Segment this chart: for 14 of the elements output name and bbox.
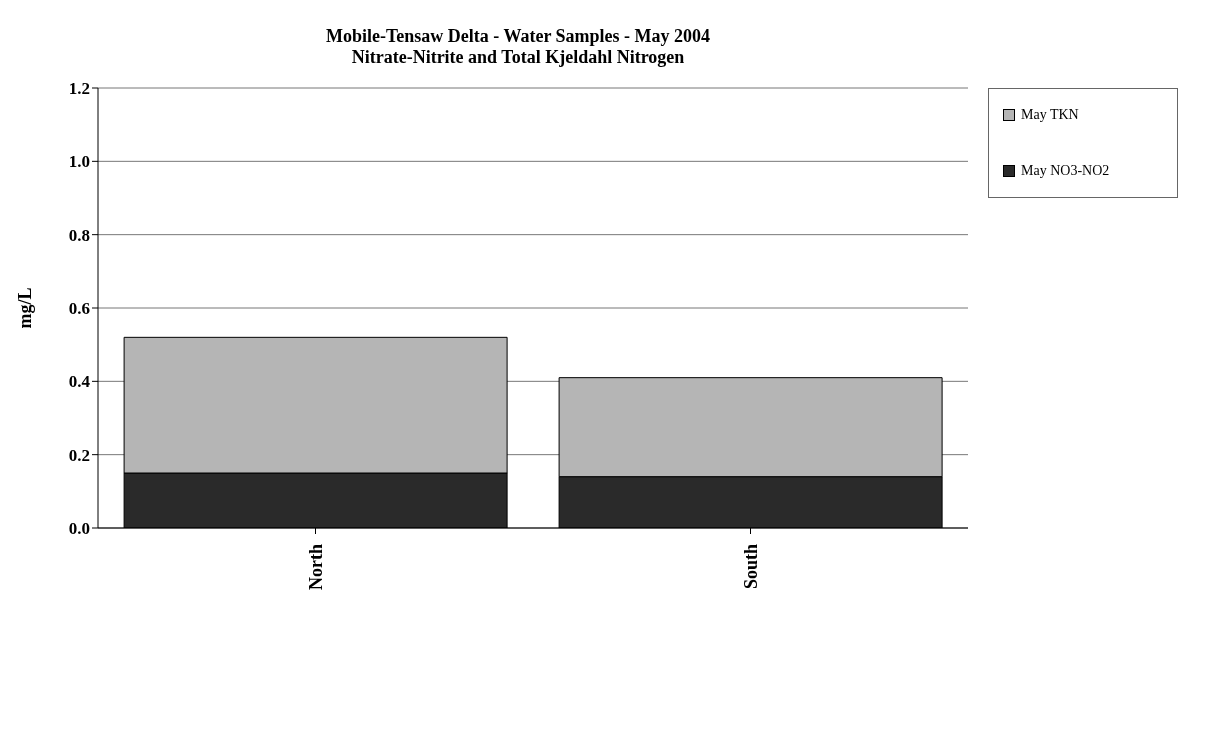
y-tick-label: 1.2 [68, 79, 90, 99]
x-tick-label: South [740, 544, 761, 590]
chart-subtitle: Nitrate-Nitrite and Total Kjeldahl Nitrogen [350, 47, 686, 68]
y-tick-label: 0.8 [68, 225, 90, 245]
y-tick-label: 0.4 [68, 372, 91, 392]
x-tick-label: North [305, 544, 326, 590]
y-tick-label: 1.0 [68, 152, 90, 172]
y-axis-title: mg/L [15, 287, 36, 329]
legend-label: May TKN [1021, 107, 1079, 123]
y-tick-label: 0.6 [68, 299, 90, 319]
y-tick-label: 0.0 [68, 519, 90, 539]
legend-label: May NO3-NO2 [1021, 163, 1110, 179]
y-tick-label: 0.2 [68, 445, 90, 465]
chart-title: Mobile-Tensaw Delta - Water Samples - May 2004 [324, 26, 712, 47]
